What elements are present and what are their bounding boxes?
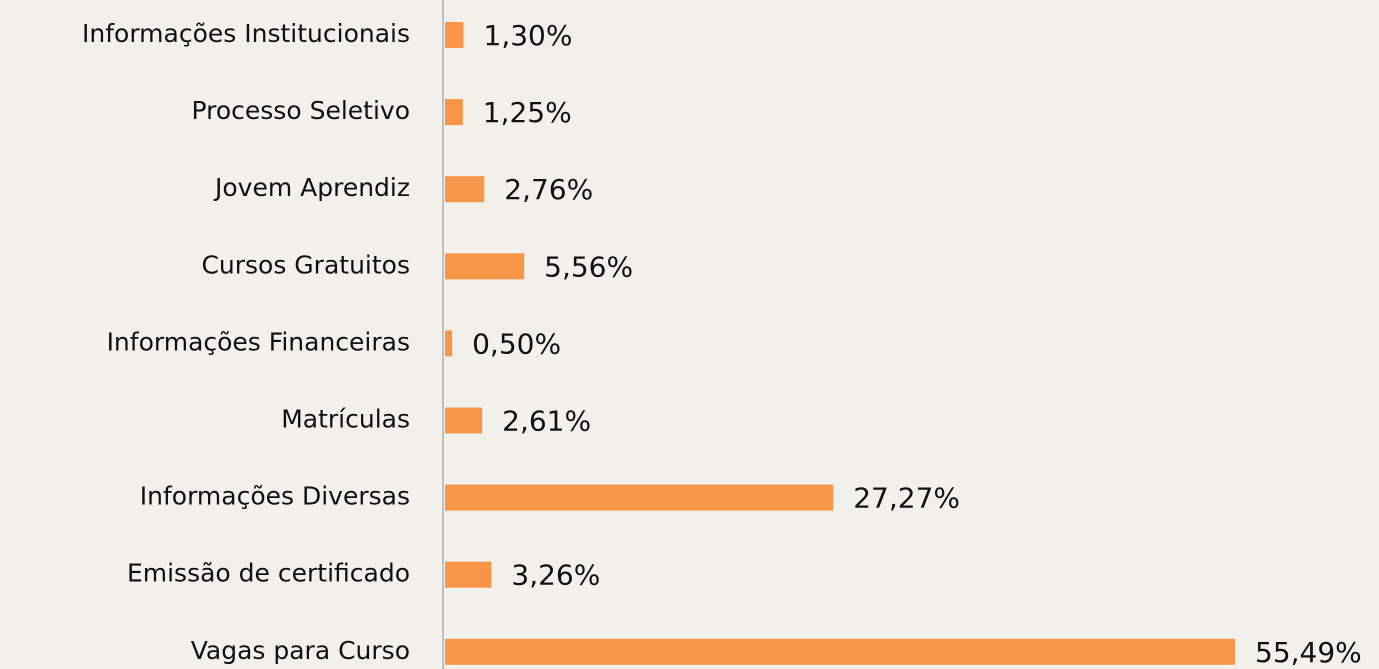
value-label: 1,30% bbox=[484, 19, 573, 52]
value-label: 55,49% bbox=[1255, 636, 1362, 669]
value-label: 1,25% bbox=[483, 96, 572, 129]
value-label: 5,56% bbox=[544, 250, 633, 283]
category-label: Matrículas bbox=[281, 405, 410, 434]
value-label: 27,27% bbox=[853, 482, 960, 515]
category-label: Informações Financeiras bbox=[107, 327, 410, 356]
bar bbox=[445, 22, 464, 48]
bar bbox=[445, 638, 1235, 665]
category-label: Vagas para Curso bbox=[191, 636, 410, 665]
bar bbox=[445, 407, 483, 434]
category-label: Cursos Gratuitos bbox=[201, 250, 410, 279]
value-label: 3,26% bbox=[511, 559, 600, 592]
category-label: Jovem Aprendiz bbox=[213, 173, 410, 202]
category-label: Processo Seletivo bbox=[192, 96, 411, 125]
value-label: 0,50% bbox=[472, 327, 561, 360]
category-label: Emissão de certificado bbox=[127, 559, 410, 588]
value-label: 2,61% bbox=[502, 405, 591, 438]
category-label: Informações Institucionais bbox=[82, 19, 410, 48]
bar bbox=[445, 484, 834, 511]
value-label: 2,76% bbox=[504, 173, 593, 206]
bar bbox=[445, 99, 463, 126]
bar bbox=[445, 253, 525, 280]
category-label: Informações Diversas bbox=[140, 482, 410, 511]
bar bbox=[445, 330, 453, 357]
bar bbox=[445, 176, 485, 203]
bar bbox=[445, 561, 492, 588]
